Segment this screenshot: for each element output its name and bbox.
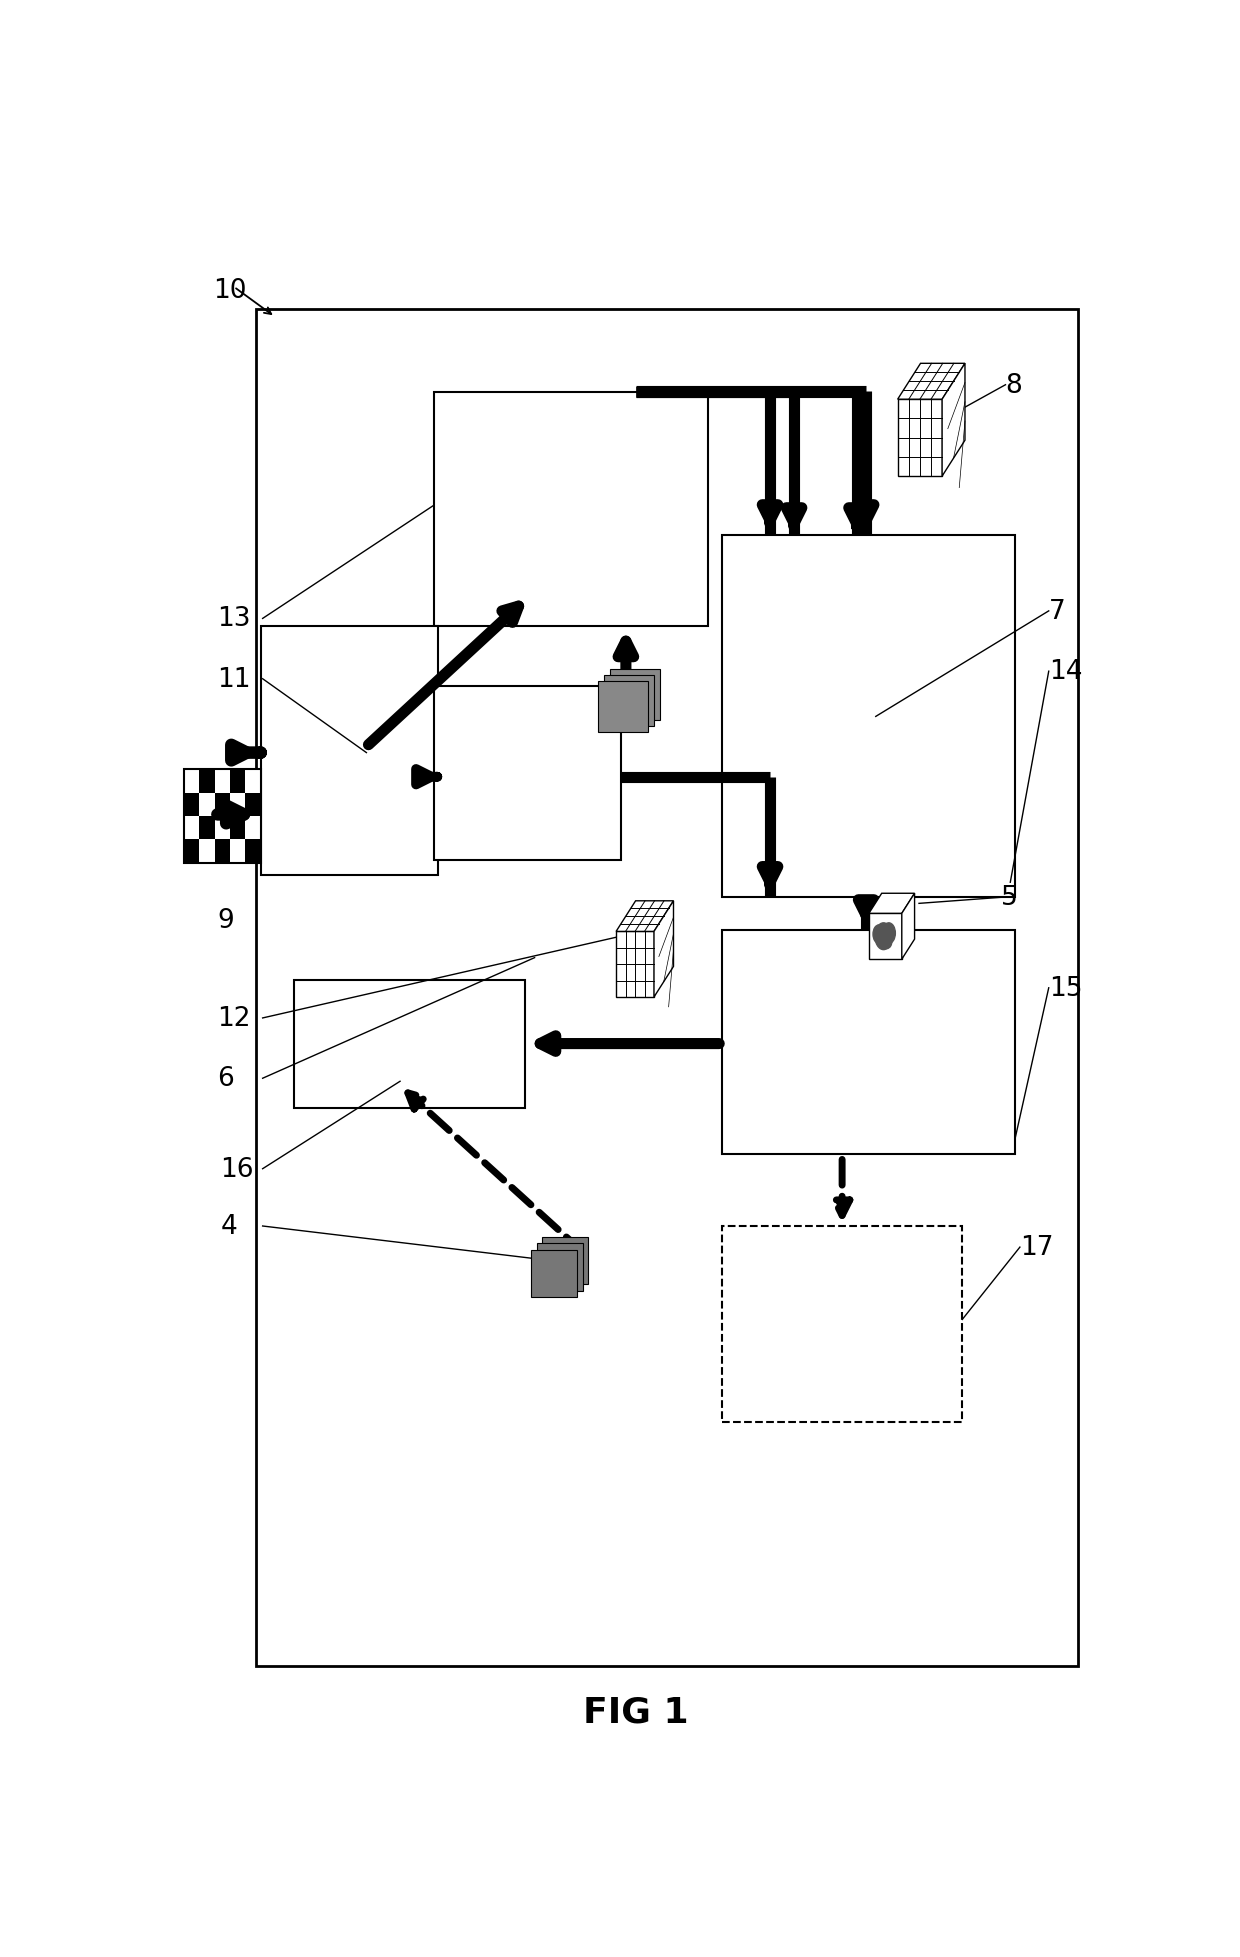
Text: 10: 10	[213, 278, 247, 303]
Bar	[294, 980, 525, 1110]
Polygon shape	[869, 894, 915, 914]
Text: 9: 9	[217, 908, 234, 933]
Polygon shape	[898, 364, 965, 399]
Bar	[722, 536, 1016, 898]
Bar	[200, 769, 215, 793]
Text: 7: 7	[1049, 599, 1065, 624]
Text: 5: 5	[1001, 885, 1018, 910]
Bar	[604, 675, 653, 726]
Bar	[610, 669, 660, 720]
Bar	[184, 840, 200, 863]
Text: 16: 16	[221, 1157, 254, 1182]
Circle shape	[882, 924, 895, 943]
Bar	[200, 816, 215, 840]
Bar	[215, 840, 229, 863]
Text: 4: 4	[221, 1213, 237, 1239]
Polygon shape	[901, 894, 915, 959]
Circle shape	[882, 933, 892, 949]
Bar	[229, 769, 246, 793]
Bar	[434, 687, 621, 861]
Text: 12: 12	[217, 1006, 250, 1031]
Bar	[229, 816, 246, 840]
Text: 6: 6	[217, 1067, 234, 1092]
Text: FIG 1: FIG 1	[583, 1695, 688, 1728]
Text: 14: 14	[1049, 660, 1083, 685]
Polygon shape	[616, 902, 673, 932]
Polygon shape	[653, 902, 673, 998]
Text: 8: 8	[1006, 372, 1022, 399]
Text: 11: 11	[217, 667, 250, 693]
Bar	[255, 309, 1078, 1667]
Bar	[184, 793, 200, 816]
Bar	[434, 393, 708, 626]
Bar	[537, 1245, 583, 1292]
Circle shape	[875, 924, 892, 951]
Bar	[542, 1239, 589, 1286]
Text: 13: 13	[217, 607, 250, 632]
Polygon shape	[942, 364, 965, 478]
Circle shape	[873, 926, 885, 943]
Text: 17: 17	[1019, 1235, 1054, 1260]
Bar	[722, 932, 1016, 1155]
Text: 15: 15	[1049, 975, 1083, 1002]
Polygon shape	[616, 932, 653, 998]
Polygon shape	[898, 399, 942, 478]
Bar	[246, 793, 260, 816]
Bar	[184, 769, 260, 863]
Polygon shape	[869, 914, 901, 959]
Bar	[246, 840, 260, 863]
Bar	[215, 793, 229, 816]
Bar	[722, 1227, 962, 1423]
Bar	[531, 1251, 577, 1297]
Bar	[260, 626, 439, 875]
Bar	[598, 681, 649, 732]
